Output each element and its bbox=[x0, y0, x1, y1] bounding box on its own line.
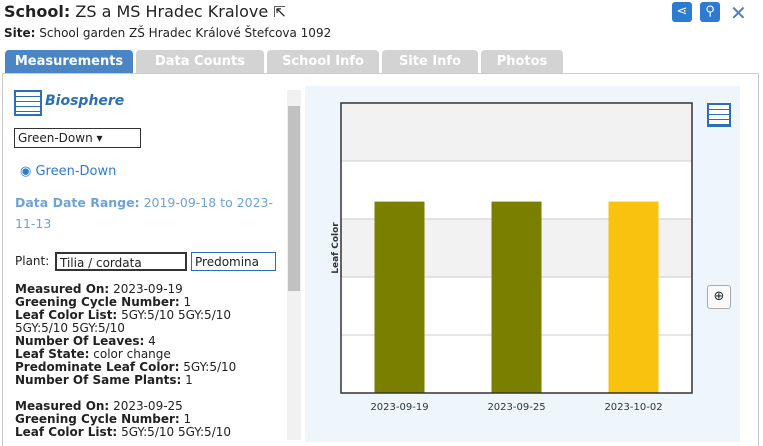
date-range-label: Data Date Range: bbox=[15, 195, 140, 210]
x-tick-label: 2023-09-19 bbox=[370, 402, 428, 413]
chart-table-button[interactable] bbox=[707, 103, 731, 127]
record-field: Greening Cycle Number: 1 bbox=[15, 296, 270, 309]
field-value: 1 bbox=[185, 373, 193, 387]
record-field: Number Of Same Plants: 1 bbox=[15, 374, 270, 387]
bar bbox=[374, 201, 425, 393]
radio-label: Green-Down bbox=[35, 164, 117, 179]
field-value: 1 bbox=[183, 295, 192, 309]
field-label: Leaf Color List: bbox=[15, 308, 118, 322]
field-value: 5GY:5/10 5GY:5/10 bbox=[121, 425, 232, 439]
field-label: Greening Cycle Number: bbox=[15, 412, 180, 426]
field-value: color change bbox=[93, 347, 171, 361]
share-button[interactable]: ⋖ bbox=[672, 2, 692, 22]
record-field: Predominate Leaf Color: 5GY:5/10 bbox=[15, 361, 270, 374]
color-select[interactable]: Predomina bbox=[191, 252, 276, 271]
plant-select[interactable]: Tilia / cordata bbox=[55, 252, 187, 271]
field-value: 1 bbox=[183, 412, 192, 426]
field-value: 5GY:5/10 5GY:5/10 5GY:5/10 5GY:5/10 bbox=[15, 308, 232, 335]
plant-select-text: Tilia / cordata bbox=[60, 256, 142, 270]
plot-border bbox=[340, 102, 693, 394]
x-tick-label: 2023-09-25 bbox=[487, 402, 545, 413]
field-value: 2023-09-25 bbox=[113, 399, 183, 413]
scrollbar[interactable] bbox=[287, 90, 301, 440]
record: Measured On: 2023-09-19 Greening Cycle Nu… bbox=[15, 283, 270, 387]
protocol-title: Biosphere bbox=[45, 93, 125, 109]
site-name: School garden ZŠ Hradec Králové Štefcova… bbox=[39, 26, 332, 40]
grid-band bbox=[341, 103, 692, 161]
record-field: Number Of Leaves: 4 bbox=[15, 335, 270, 348]
scroll-thumb[interactable] bbox=[288, 106, 300, 291]
plant-label: Plant: bbox=[15, 254, 50, 268]
field-value: 2023-09-19 bbox=[113, 283, 183, 296]
radio[interactable]: ◉ Green-Down bbox=[20, 164, 117, 179]
date-range: Data Date Range: 2019-09-18 to 2023-11-1… bbox=[15, 192, 280, 234]
field-label: Number Of Leaves: bbox=[15, 334, 145, 348]
record-field: Measured On: 2023-09-25 bbox=[15, 400, 270, 413]
records: Measured On: 2023-09-19 Greening Cycle Nu… bbox=[15, 283, 270, 439]
field-label: Leaf State: bbox=[15, 347, 90, 361]
field-label: Number Of Same Plants: bbox=[15, 373, 182, 387]
date-range-value: 2019-09-18 to 2023-11-13 bbox=[15, 195, 274, 231]
field-label: Leaf Color List: bbox=[15, 425, 118, 439]
field-label: Predominate Leaf Color: bbox=[15, 360, 180, 374]
record-field: Leaf Color List: 5GY:5/10 5GY:5/10 5GY:5… bbox=[15, 309, 270, 335]
field-value: 4 bbox=[148, 334, 156, 348]
close-button[interactable]: ✕ bbox=[730, 1, 747, 25]
open-icon[interactable]: ⇱ bbox=[273, 3, 286, 21]
field-label: Measured On: bbox=[15, 283, 110, 296]
record-field: Measured On: 2023-09-19 bbox=[15, 283, 270, 296]
field-label: Greening Cycle Number: bbox=[15, 295, 180, 309]
protocol-select-text: Green-Down bbox=[18, 131, 93, 145]
school-label: School: bbox=[4, 2, 71, 21]
tab[interactable]: Measurements bbox=[5, 50, 133, 73]
school-name: ZS a MS Hradec Kralove bbox=[75, 2, 269, 21]
tab-panel bbox=[2, 73, 759, 446]
tab[interactable]: Data Counts bbox=[136, 50, 264, 73]
protocol-select[interactable]: Green-Down ▾ bbox=[14, 128, 141, 148]
table-icon[interactable] bbox=[14, 90, 42, 116]
tab[interactable]: Site Info bbox=[382, 50, 478, 73]
record-field: Leaf Color List: 5GY:5/10 5GY:5/10 bbox=[15, 426, 270, 439]
link-button[interactable]: ⚲ bbox=[700, 2, 720, 22]
bar bbox=[491, 201, 542, 393]
color-select-text: Predomina bbox=[195, 255, 260, 269]
site-line: Site: School garden ZŠ Hradec Králové Št… bbox=[4, 26, 331, 40]
school-line: School: ZS a MS Hradec Kralove ⇱ bbox=[4, 2, 286, 21]
field-value: 5GY:5/10 bbox=[183, 360, 237, 374]
tab[interactable]: School Info bbox=[267, 50, 379, 73]
y-axis-label: Leaf Color bbox=[331, 222, 341, 274]
field-label: Measured On: bbox=[15, 399, 110, 413]
zoom-button[interactable]: ⊕ bbox=[707, 285, 731, 309]
record-field: Greening Cycle Number: 1 bbox=[15, 413, 270, 426]
record-field: Leaf State: color change bbox=[15, 348, 270, 361]
x-tick-label: 2023-10-02 bbox=[604, 402, 662, 413]
tab[interactable]: Photos bbox=[481, 50, 563, 73]
bar bbox=[608, 201, 659, 393]
chart-area: 2023-09-19 2023-09-25 2023-10-02 Leaf Color bbox=[305, 86, 740, 442]
site-label: Site: bbox=[4, 26, 36, 40]
record: Measured On: 2023-09-25 Greening Cycle Nu… bbox=[15, 400, 270, 439]
